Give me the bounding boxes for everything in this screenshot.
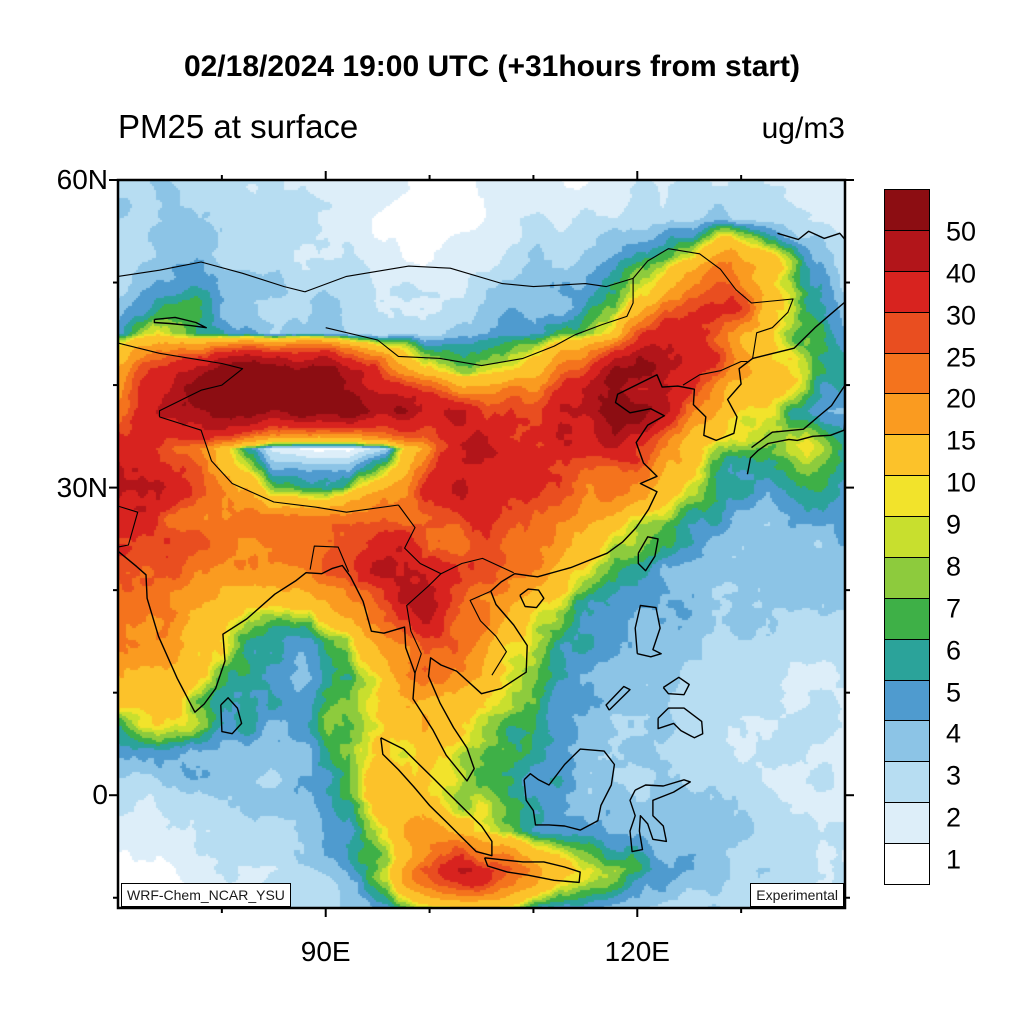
- colorbar-label-40: 40: [946, 258, 977, 289]
- x-axis-label-90E: 90E: [300, 936, 351, 967]
- colorbar-label-5: 5: [946, 677, 962, 708]
- colorbar-label-50: 50: [946, 216, 977, 247]
- colorbar-label-3: 3: [946, 760, 962, 791]
- y-axis-label-0: 0: [92, 779, 108, 811]
- colorbar-label-4: 4: [946, 718, 962, 749]
- colorbar-label-6: 6: [946, 635, 962, 666]
- colorbar-swatch: [884, 761, 930, 804]
- colorbar-swatch: [884, 189, 930, 231]
- experimental-tag: Experimental: [750, 883, 844, 907]
- colorbar-swatch: [884, 720, 930, 763]
- colorbar-label-20: 20: [946, 383, 977, 414]
- colorbar-swatch: [884, 270, 930, 313]
- colorbar-swatch: [884, 679, 930, 722]
- colorbar-label-25: 25: [946, 342, 977, 373]
- colorbar-swatch: [884, 802, 930, 844]
- colorbar-swatch: [884, 393, 930, 436]
- figure-title: 02/18/2024 19:00 UTC (+31hours from star…: [183, 50, 801, 83]
- colorbar-label-1: 1: [946, 844, 962, 875]
- colorbar: [884, 189, 930, 885]
- y-axis-label-30N: 30N: [56, 471, 108, 503]
- colorbar-swatch: [884, 311, 930, 354]
- colorbar-label-30: 30: [946, 300, 977, 331]
- units-label: ug/m3: [761, 112, 845, 145]
- colorbar-label-15: 15: [946, 425, 977, 456]
- subtitle-row: PM25 at surface ug/m3: [118, 108, 845, 146]
- model-id-tag: WRF-Chem_NCAR_YSU: [121, 883, 291, 907]
- colorbar-swatch: [884, 475, 930, 517]
- colorbar-swatch: [884, 434, 930, 477]
- colorbar-label-7: 7: [946, 593, 962, 624]
- y-axis-label-60N: 60N: [56, 164, 108, 195]
- colorbar-swatch: [884, 843, 930, 885]
- colorbar-label-2: 2: [946, 802, 962, 833]
- x-axis-label-120E: 120E: [604, 936, 670, 967]
- colorbar-swatch: [884, 229, 930, 272]
- pm25-concentration-field: [118, 180, 845, 908]
- colorbar-swatch: [884, 352, 930, 395]
- colorbar-label-9: 9: [946, 509, 962, 540]
- colorbar-swatch: [884, 516, 930, 558]
- colorbar-swatch: [884, 597, 930, 640]
- colorbar-swatch: [884, 638, 930, 681]
- colorbar-label-10: 10: [946, 467, 977, 498]
- colorbar-swatch: [884, 556, 930, 599]
- colorbar-label-8: 8: [946, 551, 962, 582]
- variable-title: PM25 at surface: [118, 108, 359, 145]
